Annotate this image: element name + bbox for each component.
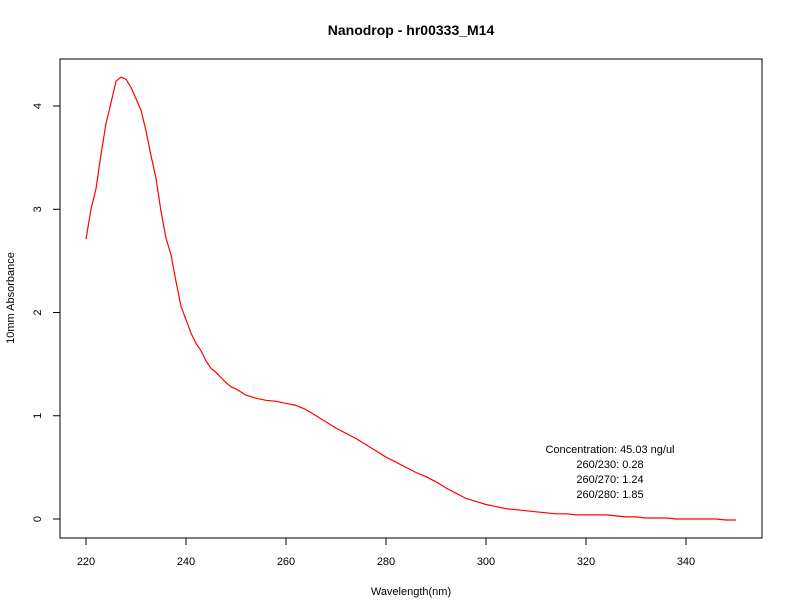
y-axis: 0 1 2 3 4 [32, 103, 61, 522]
x-tick-label: 320 [577, 556, 595, 568]
y-tick-label: 1 [32, 413, 44, 419]
x-tick-label: 300 [477, 556, 495, 568]
chart-title: Nanodrop - hr00333_M14 [328, 22, 495, 38]
series-group [85, 76, 736, 521]
annotation-line: Concentration: 45.03 ng/ul [545, 444, 674, 456]
x-axis-label: Wavelength(nm) [371, 586, 451, 598]
annotation-line: 260/270: 1.24 [576, 474, 643, 486]
y-tick-label: 2 [32, 309, 44, 315]
x-tick-label: 220 [77, 556, 95, 568]
y-axis-label: 10mm Absorbance [5, 252, 17, 344]
x-tick-label: 340 [677, 556, 695, 568]
absorbance-line [85, 76, 736, 521]
y-tick-label: 3 [32, 206, 44, 212]
x-axis: 220 240 260 280 300 320 340 [77, 537, 695, 568]
annotation-block: Concentration: 45.03 ng/ul 260/230: 0.28 2… [545, 444, 674, 501]
y-tick-label: 4 [32, 103, 44, 109]
x-tick-label: 260 [277, 556, 295, 568]
y-tick-label: 0 [32, 516, 44, 522]
annotation-line: 260/280: 1.85 [576, 489, 643, 501]
x-tick-label: 280 [377, 556, 395, 568]
x-tick-label: 240 [177, 556, 195, 568]
plot-frame [59, 58, 763, 539]
annotation-line: 260/230: 0.28 [576, 459, 643, 471]
